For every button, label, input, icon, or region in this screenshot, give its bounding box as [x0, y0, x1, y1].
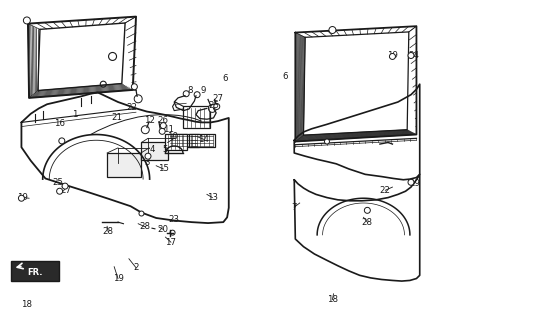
- FancyBboxPatch shape: [10, 261, 59, 281]
- Text: 22: 22: [126, 103, 137, 112]
- Text: 26: 26: [158, 116, 169, 125]
- Circle shape: [141, 126, 149, 134]
- Circle shape: [183, 91, 189, 97]
- Text: 16: 16: [54, 119, 65, 128]
- Text: 27: 27: [61, 186, 72, 195]
- Text: 7: 7: [292, 203, 297, 212]
- Circle shape: [194, 92, 200, 98]
- Circle shape: [19, 195, 25, 201]
- Circle shape: [364, 207, 370, 213]
- Circle shape: [408, 179, 414, 185]
- Text: 13: 13: [207, 193, 218, 202]
- Bar: [189, 134, 215, 147]
- Text: 15: 15: [158, 164, 169, 173]
- Text: 21: 21: [111, 114, 122, 123]
- Text: 19: 19: [113, 274, 124, 283]
- Text: 18: 18: [21, 300, 32, 309]
- Text: 14: 14: [198, 135, 209, 144]
- Text: 4: 4: [150, 145, 155, 154]
- Text: 25: 25: [53, 179, 63, 188]
- Circle shape: [159, 128, 165, 134]
- Bar: [107, 153, 141, 177]
- Bar: [166, 134, 187, 150]
- Text: 19: 19: [17, 193, 28, 202]
- Text: 1: 1: [72, 110, 77, 119]
- Circle shape: [134, 95, 142, 103]
- Text: 11: 11: [163, 125, 174, 134]
- Text: 19: 19: [387, 51, 398, 60]
- Circle shape: [131, 84, 137, 90]
- Text: 23: 23: [168, 215, 180, 224]
- Text: 6: 6: [223, 74, 228, 83]
- Text: 5: 5: [162, 145, 168, 154]
- Circle shape: [214, 103, 220, 109]
- Text: 28: 28: [140, 222, 151, 231]
- Text: 20: 20: [158, 225, 169, 234]
- Circle shape: [139, 211, 144, 216]
- Text: 22: 22: [380, 186, 391, 195]
- Circle shape: [408, 52, 414, 59]
- Circle shape: [208, 104, 217, 112]
- Text: 28: 28: [103, 227, 114, 236]
- Text: 27: 27: [212, 94, 223, 103]
- Circle shape: [329, 27, 336, 34]
- Circle shape: [108, 52, 117, 60]
- Bar: [168, 134, 199, 147]
- Circle shape: [100, 81, 106, 87]
- Text: 6: 6: [283, 72, 288, 81]
- Text: 3: 3: [144, 158, 150, 167]
- Text: 19: 19: [409, 180, 420, 188]
- Circle shape: [145, 153, 151, 159]
- Circle shape: [62, 183, 68, 189]
- Circle shape: [389, 53, 395, 60]
- Circle shape: [160, 123, 166, 129]
- Text: FR.: FR.: [27, 268, 42, 277]
- Circle shape: [59, 138, 65, 144]
- Text: 2: 2: [133, 263, 139, 272]
- Text: 9: 9: [201, 86, 206, 95]
- Text: 17: 17: [165, 238, 177, 247]
- Text: 24: 24: [409, 51, 420, 60]
- Text: 25: 25: [208, 101, 219, 110]
- Bar: [183, 107, 210, 128]
- Circle shape: [324, 139, 329, 144]
- Bar: [142, 142, 167, 160]
- Text: 28: 28: [362, 218, 373, 227]
- Text: 8: 8: [188, 86, 193, 95]
- Circle shape: [24, 17, 31, 24]
- Text: 10: 10: [167, 132, 178, 140]
- Text: 12: 12: [144, 116, 155, 125]
- Circle shape: [57, 188, 62, 194]
- Text: 18: 18: [327, 295, 338, 304]
- Circle shape: [170, 230, 175, 235]
